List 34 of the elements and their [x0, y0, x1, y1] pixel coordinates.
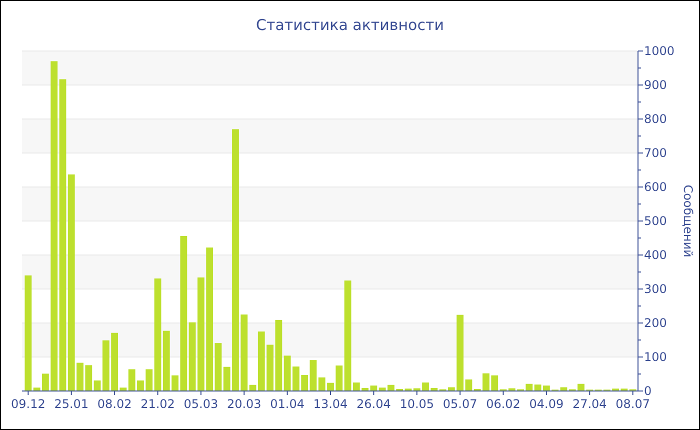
bar [24, 275, 32, 391]
y-tick-label: 400 [644, 248, 667, 262]
x-tick-label: 26.04 [356, 397, 391, 411]
x-tick-label: 13.04 [313, 397, 348, 411]
y-tick-label: 600 [644, 180, 667, 194]
y-tick-label: 200 [644, 316, 667, 330]
y-tick-label: 300 [644, 282, 667, 296]
x-tick-label: 01.04 [270, 397, 304, 411]
x-tick-label: 04.09 [529, 397, 564, 411]
x-tick-label: 10.05 [400, 397, 434, 411]
y-tick-label: 100 [644, 350, 667, 364]
y-axis-title: Сообщений [681, 184, 695, 258]
y-tick-label: 500 [644, 214, 667, 228]
bar [310, 360, 317, 391]
x-tick-label: 21.02 [140, 397, 175, 411]
x-tick-label: 05.03 [184, 397, 218, 411]
y-tick-label: 900 [644, 78, 667, 92]
y-tick-label: 0 [644, 384, 652, 398]
x-tick-label: 05.07 [442, 397, 478, 411]
bar [214, 343, 222, 391]
x-tick-label: 20.03 [226, 397, 262, 411]
x-tick-label: 08.07 [616, 397, 650, 411]
x-tick-label: 08.02 [97, 397, 132, 411]
y-tick-label: 800 [644, 112, 667, 126]
x-tick-label: 09.12 [11, 397, 46, 411]
chart-title: Статистика активности [256, 16, 444, 34]
y-tick-label: 1000 [644, 44, 675, 58]
y-tick-label: 700 [644, 146, 667, 160]
bar [154, 278, 162, 391]
x-tick-label: 27.04 [572, 397, 607, 411]
bar [344, 280, 352, 391]
bar [59, 79, 66, 391]
x-tick-label: 06.02 [486, 397, 520, 411]
x-tick-label: 25.01 [54, 397, 89, 411]
